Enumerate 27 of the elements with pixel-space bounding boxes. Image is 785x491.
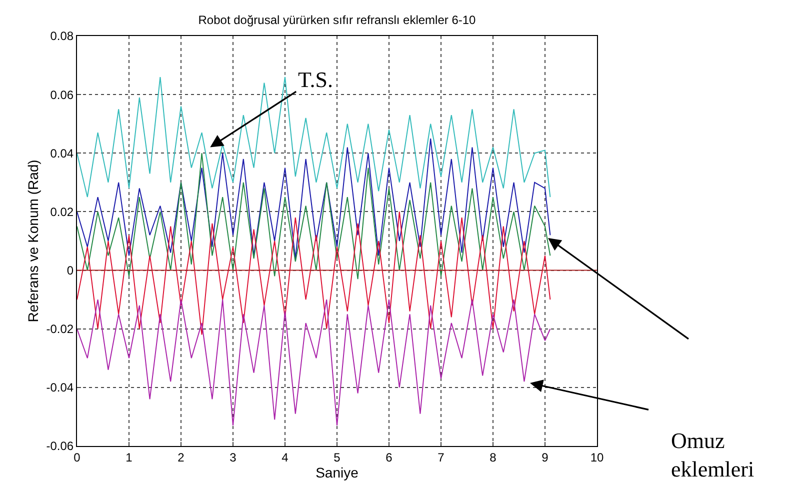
x-tick-label: 6 <box>386 450 393 464</box>
line-series <box>77 138 551 260</box>
text: Omuz eklemleri <box>671 428 754 482</box>
y-tick-label: 0 <box>66 263 74 278</box>
y-tick-label: 0.02 <box>50 204 74 219</box>
y-tick-label: -0.06 <box>46 439 74 454</box>
annotation: T.S. <box>298 67 334 92</box>
x-tick-label: 9 <box>542 450 549 464</box>
line-series <box>77 299 551 426</box>
y-tick-label: -0.04 <box>46 380 74 395</box>
x-tick-label: 1 <box>126 450 133 464</box>
x-axis-title: Saniye <box>316 464 359 480</box>
x-tick-label: 8 <box>490 450 497 464</box>
y-axis-title: Referans ve Konum (Rad) <box>24 160 41 322</box>
x-tick-label: 4 <box>282 450 289 464</box>
chart-title: Robot doğrusal yürürken sıfır refranslı eklemler 6-10 <box>198 13 476 28</box>
x-tick-label: 3 <box>230 450 237 464</box>
y-tick-label: 0.06 <box>50 88 74 102</box>
y-tick-label: -0.02 <box>46 322 74 336</box>
x-tick-label: 10 <box>590 450 604 464</box>
line-series <box>77 152 551 280</box>
y-tick-label: 0.04 <box>50 146 74 160</box>
x-tick-label: 7 <box>438 450 445 464</box>
x-tick-label: 2 <box>178 450 185 464</box>
x-tick-label: 5 <box>334 450 341 464</box>
line-series <box>77 211 551 336</box>
y-tick-label: 0.08 <box>50 29 74 44</box>
